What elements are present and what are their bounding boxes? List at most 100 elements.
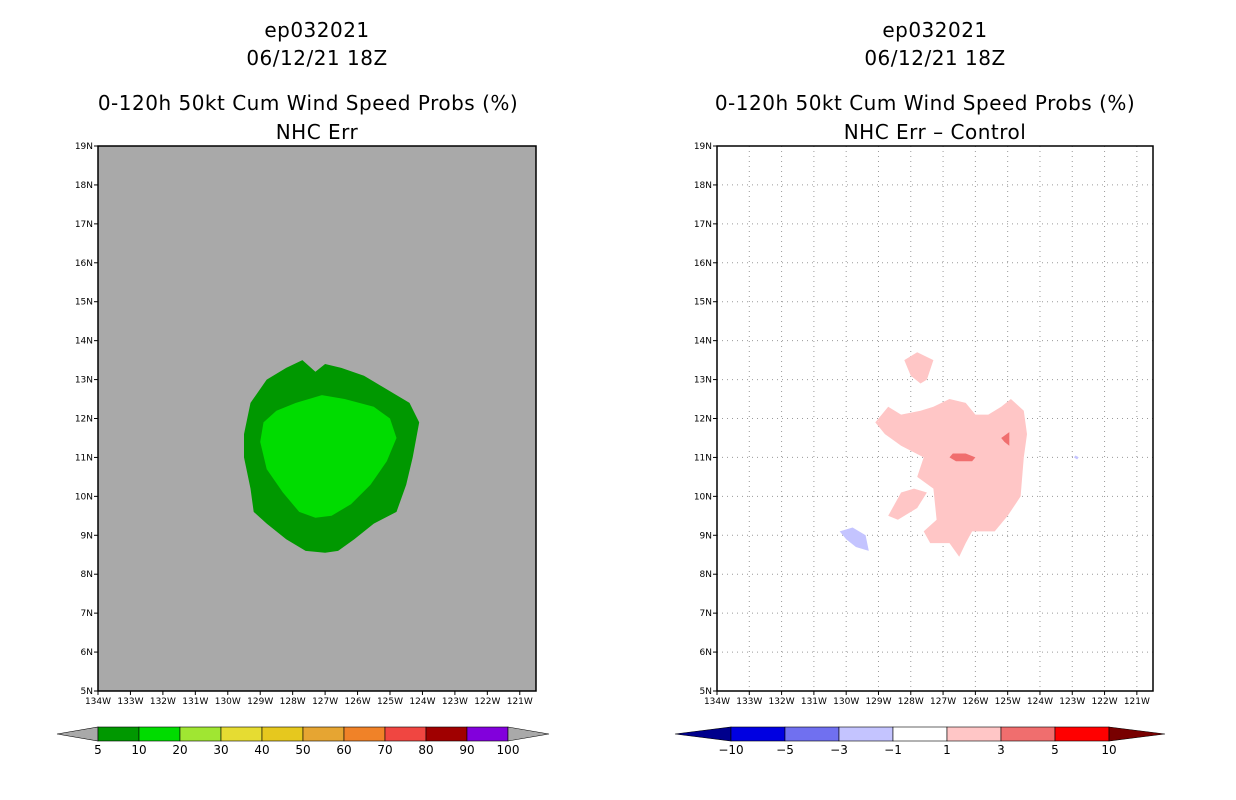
y-tick-label: 18N xyxy=(694,181,712,191)
x-tick-label: 124W xyxy=(409,697,435,707)
y-tick-label: 6N xyxy=(700,648,712,658)
colorbar-label: 50 xyxy=(295,743,310,757)
x-tick-label: 132W xyxy=(150,697,176,707)
contour-region xyxy=(904,352,934,384)
y-tick-label: 19N xyxy=(694,142,712,152)
colorbar-label: 70 xyxy=(377,743,392,757)
colorbar-swatch xyxy=(892,726,948,742)
colorbar-label: 40 xyxy=(254,743,269,757)
y-tick-label: 6N xyxy=(81,648,93,658)
y-tick-label: 13N xyxy=(75,376,93,386)
y-tick-label: 17N xyxy=(75,220,93,230)
x-tick-label: 121W xyxy=(1124,697,1150,707)
colorbar-label: 3 xyxy=(997,743,1005,757)
colorbar-label: 100 xyxy=(497,743,520,757)
y-tick-label: 14N xyxy=(75,337,93,347)
y-tick-label: 11N xyxy=(75,453,93,463)
y-tick-label: 8N xyxy=(700,570,712,580)
x-tick-label: 129W xyxy=(247,697,273,707)
x-tick-label: 132W xyxy=(769,697,795,707)
x-tick-label: 129W xyxy=(865,697,891,707)
x-tick-label: 133W xyxy=(117,697,143,707)
x-tick-label: 126W xyxy=(345,697,371,707)
x-tick-label: 130W xyxy=(215,697,241,707)
colorbar-swatch xyxy=(220,726,263,742)
y-tick-label: 5N xyxy=(700,687,712,697)
colorbar-swatch xyxy=(946,726,1002,742)
colorbar-swatch xyxy=(1000,726,1056,742)
y-tick-label: 18N xyxy=(75,181,93,191)
colorbar-label: 5 xyxy=(94,743,102,757)
y-tick-label: 10N xyxy=(694,492,712,502)
x-tick-label: 126W xyxy=(962,697,988,707)
x-tick-label: 133W xyxy=(736,697,762,707)
y-tick-label: 8N xyxy=(81,570,93,580)
y-tick-label: 13N xyxy=(694,376,712,386)
contour-region xyxy=(875,399,1027,557)
x-tick-label: 131W xyxy=(801,697,827,707)
x-tick-label: 131W xyxy=(182,697,208,707)
colorbar-swatch xyxy=(97,726,140,742)
colorbar-swatch xyxy=(425,726,468,742)
colorbar-label: 60 xyxy=(336,743,351,757)
chart-title-left: 0-120h 50kt Cum Wind Speed Probs (%) xyxy=(97,91,519,115)
chart-subtitle-left: NHC Err xyxy=(275,120,359,144)
y-tick-label: 7N xyxy=(700,609,712,619)
contour-region xyxy=(260,395,397,518)
colorbar-label: 30 xyxy=(213,743,228,757)
x-tick-label: 122W xyxy=(474,697,500,707)
x-tick-label: 134W xyxy=(704,697,730,707)
x-tick-label: 122W xyxy=(1092,697,1118,707)
x-tick-label: 125W xyxy=(377,697,403,707)
x-tick-label: 125W xyxy=(995,697,1021,707)
x-tick-label: 121W xyxy=(507,697,533,707)
colorbar-swatch xyxy=(138,726,181,742)
y-tick-label: 7N xyxy=(81,609,93,619)
colorbar-swatch xyxy=(343,726,386,742)
colorbar-swatch xyxy=(466,726,509,742)
x-tick-label: 128W xyxy=(898,697,924,707)
datetime-right: 06/12/21 18Z xyxy=(864,46,1006,70)
colorbar-end-left xyxy=(56,726,99,742)
storm-id-right: ep032021 xyxy=(882,18,988,42)
y-tick-label: 9N xyxy=(81,531,93,541)
colorbar-label: 90 xyxy=(459,743,474,757)
x-tick-label: 127W xyxy=(930,697,956,707)
colorbar-label: 10 xyxy=(131,743,146,757)
contour-region xyxy=(888,488,927,520)
colorbar-label: −5 xyxy=(776,743,794,757)
contour-region xyxy=(1073,455,1079,460)
y-tick-label: 17N xyxy=(694,220,712,230)
y-tick-label: 12N xyxy=(75,415,93,425)
colorbar-label: 10 xyxy=(1101,743,1116,757)
contour-region xyxy=(949,453,976,462)
x-tick-label: 123W xyxy=(442,697,468,707)
colorbar-label: 5 xyxy=(1051,743,1059,757)
y-tick-label: 9N xyxy=(700,531,712,541)
map-panel-difference: 134W 133W 132W 131W 130W 129W 128W 127W 126W 125W… xyxy=(694,142,1154,707)
colorbar-swatch xyxy=(730,726,786,742)
colorbar-end-right xyxy=(1108,726,1166,742)
datetime-left: 06/12/21 18Z xyxy=(246,46,388,70)
x-tick-label: 134W xyxy=(85,697,111,707)
y-tick-label: 16N xyxy=(75,259,93,269)
colorbar-swatch xyxy=(1054,726,1110,742)
y-tick-label: 12N xyxy=(694,415,712,425)
y-tick-label: 15N xyxy=(694,298,712,308)
colorbar-label: 20 xyxy=(172,743,187,757)
colorbar-label: 1 xyxy=(943,743,951,757)
chart-title-right: 0-120h 50kt Cum Wind Speed Probs (%) xyxy=(714,91,1136,115)
colorbar-difference: −10 −5 −3 −1 1 3 5 10 xyxy=(674,726,1166,757)
colorbar-swatch xyxy=(838,726,894,742)
contour-region xyxy=(839,527,869,551)
y-tick-label: 10N xyxy=(75,492,93,502)
colorbar-end-right xyxy=(507,726,550,742)
colorbar-swatch xyxy=(261,726,304,742)
contour-region xyxy=(1001,432,1010,446)
chart-subtitle-right: NHC Err – Control xyxy=(843,120,1027,144)
y-tick-label: 11N xyxy=(694,453,712,463)
colorbar-probability: 5 10 20 30 40 50 60 70 80 90 100 xyxy=(56,726,550,757)
storm-id-left: ep032021 xyxy=(264,18,370,42)
y-tick-label: 19N xyxy=(75,142,93,152)
